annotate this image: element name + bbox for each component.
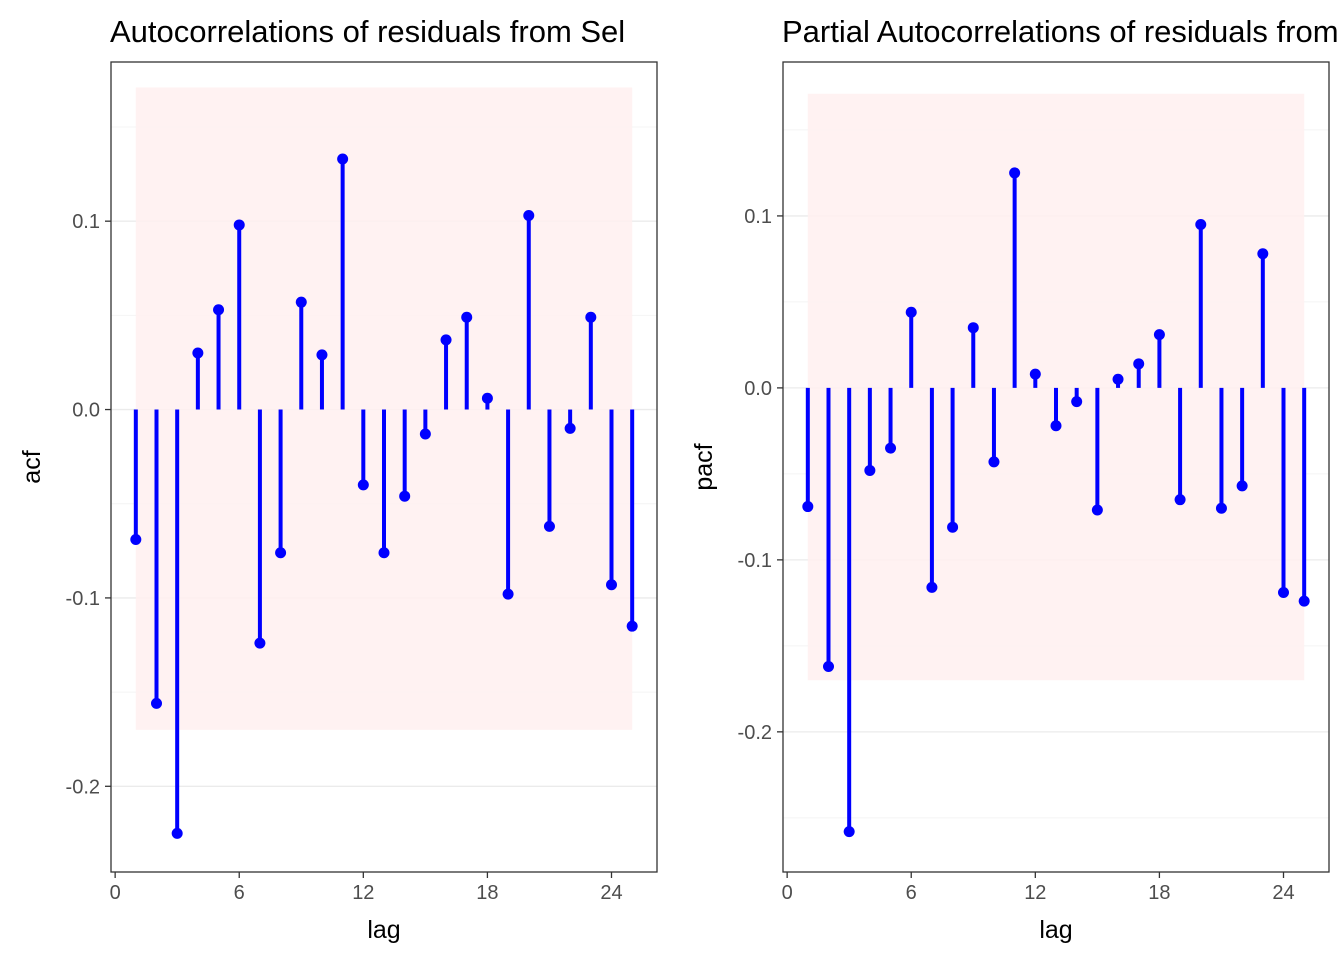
lag-point [192, 347, 204, 359]
acf-panel: 0 6 12 18 24 -0.2 -0.1 0.0 0.1 lag acf Autocorrelat… [18, 14, 658, 944]
y-tick-label: 0.1 [744, 206, 772, 228]
lag-point [543, 520, 555, 532]
lag-point [626, 620, 638, 632]
x-tick-label: 24 [1272, 882, 1294, 904]
confidence-band [135, 87, 633, 730]
y-axis-title: acf [18, 450, 46, 483]
x-tick-label: 6 [906, 882, 917, 904]
x-tick-label: 24 [600, 882, 622, 904]
lag-point [1236, 480, 1248, 492]
x-tick-label: 12 [352, 882, 374, 904]
lag-point [585, 311, 597, 323]
lag-point [502, 588, 514, 600]
lag-point [1009, 167, 1021, 179]
lag-point [1029, 368, 1041, 380]
lag-point [564, 422, 576, 434]
x-tick-label: 0 [110, 882, 121, 904]
lag-point [967, 322, 979, 334]
y-tick-label: -0.1 [738, 550, 772, 572]
y-tick-label: -0.2 [738, 722, 772, 744]
panel-border [782, 61, 1330, 873]
lag-point [864, 464, 876, 476]
lag-point [1257, 248, 1269, 260]
lag-point [947, 521, 959, 533]
x-tick-label: 6 [234, 882, 245, 904]
y-tick-label: -0.1 [66, 588, 100, 610]
lag-point [295, 296, 307, 308]
lag-point [823, 660, 834, 672]
confidence-band [807, 93, 1305, 681]
x-tick-label: 18 [1148, 882, 1170, 904]
lag-point [337, 153, 349, 165]
y-tick-label: -0.2 [66, 776, 100, 798]
lag-point [802, 501, 814, 513]
y-axis-title: pacf [690, 443, 718, 490]
lag-point [885, 442, 897, 454]
lag-point [1112, 373, 1124, 385]
x-axis-title: lag [1039, 916, 1072, 944]
lag-point [1091, 504, 1103, 516]
y-tick-label: 0.1 [72, 211, 100, 233]
lag-point [254, 637, 266, 649]
pacf-panel: 0 6 12 18 24 -0.2 -0.1 0.0 0.1 lag pacf Partial Aut… [690, 14, 1344, 944]
lag-point [1195, 219, 1207, 231]
lag-point [275, 547, 287, 559]
panel-border [110, 61, 658, 873]
lag-point [151, 697, 162, 709]
lag-point [1174, 494, 1186, 506]
lag-point [461, 311, 473, 323]
lag-point [843, 826, 855, 838]
lag-point [419, 428, 431, 440]
lag-point [316, 349, 328, 361]
lag-point [1071, 396, 1083, 408]
lag-point [1153, 329, 1165, 341]
lag-point [378, 547, 390, 559]
x-tick-label: 18 [476, 882, 498, 904]
x-axis-title: lag [367, 916, 400, 944]
lag-point [357, 479, 369, 491]
lag-point [1133, 358, 1145, 370]
lag-point [213, 304, 225, 316]
x-tick-label: 12 [1024, 882, 1046, 904]
y-tick-label: 0.0 [744, 378, 772, 400]
lag-point [481, 392, 493, 404]
lag-point [905, 306, 917, 318]
lag-point [606, 579, 617, 591]
chart-title: Partial Autocorrelations of residuals fr… [782, 14, 1344, 49]
chart-title: Autocorrelations of residuals from Sel [110, 14, 625, 49]
y-tick-label: 0.0 [72, 400, 100, 422]
lag-point [399, 490, 411, 502]
lag-point [171, 827, 183, 839]
lag-point [1215, 502, 1227, 514]
lag-point [1298, 595, 1310, 607]
lag-point [523, 210, 535, 222]
lag-point [988, 456, 1000, 468]
lag-point [1050, 420, 1062, 432]
lag-point [1278, 587, 1289, 599]
lag-point [233, 219, 245, 231]
x-tick-label: 0 [782, 882, 793, 904]
lag-point [130, 534, 142, 546]
lag-point [926, 581, 938, 593]
lag-point [440, 334, 452, 346]
